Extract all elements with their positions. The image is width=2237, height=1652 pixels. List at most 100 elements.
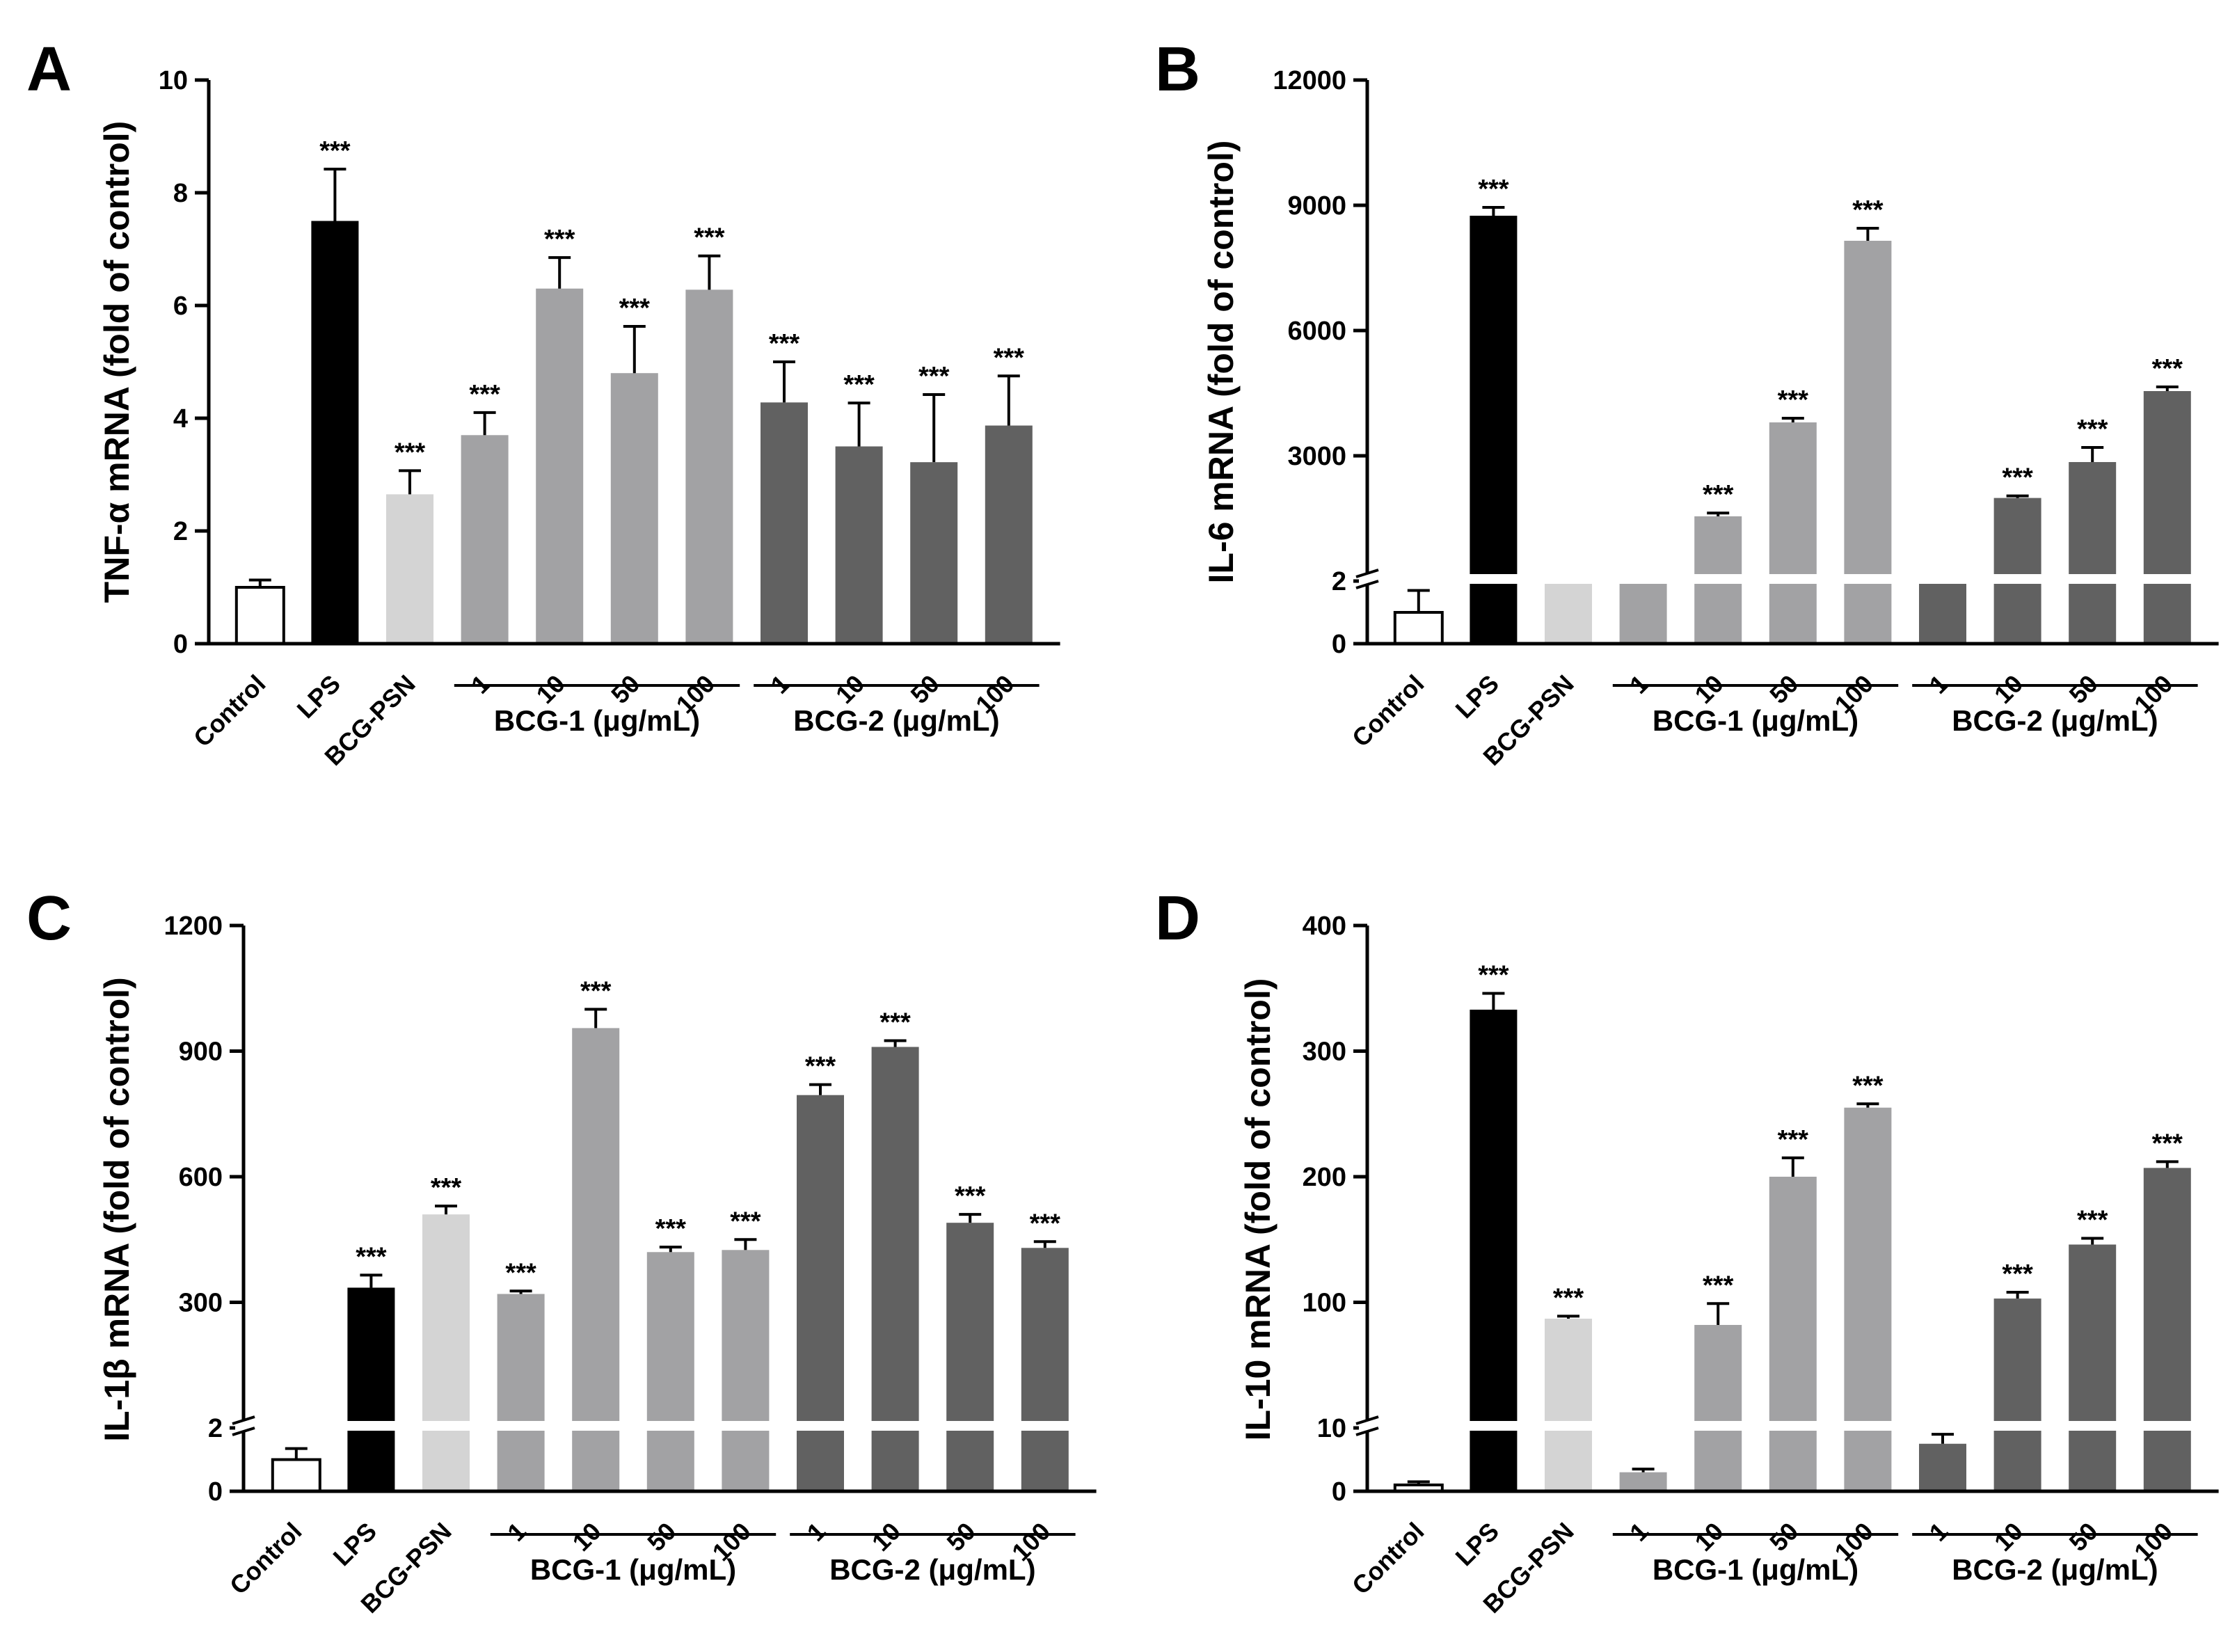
significance-label: *** xyxy=(431,1173,462,1202)
panel-letter: B xyxy=(1155,35,1200,104)
y-tick-label: 0 xyxy=(1332,1477,1346,1507)
bar xyxy=(422,1214,470,1491)
significance-label: *** xyxy=(694,223,725,253)
axis-break-mark xyxy=(1355,580,1379,589)
axis-break-mark xyxy=(1355,1415,1379,1425)
x-tick-label: 10 xyxy=(830,669,870,709)
axis-break-band xyxy=(1371,574,2222,584)
x-tick-label: LPS xyxy=(292,669,346,724)
significance-label: *** xyxy=(730,1207,761,1236)
significance-label: *** xyxy=(356,1242,387,1271)
bar xyxy=(1470,216,1518,644)
bar xyxy=(685,289,733,644)
group-label-bcg1: BCG-1 (μg/mL) xyxy=(494,704,700,737)
bar xyxy=(1993,498,2041,644)
bar xyxy=(271,1458,321,1493)
y-tick-label: 6 xyxy=(173,292,188,321)
x-tick-label: 50 xyxy=(605,669,645,709)
significance-label: *** xyxy=(1703,1271,1734,1300)
bar xyxy=(910,462,958,644)
significance-label: *** xyxy=(1778,386,1809,415)
x-tick-label: 50 xyxy=(2064,1517,2103,1557)
bar xyxy=(1769,422,1817,644)
x-tick-label: 10 xyxy=(1989,1517,2028,1557)
x-tick-label: 50 xyxy=(2064,669,2103,709)
x-tick-label: Control xyxy=(1346,669,1429,752)
group-label-bcg2: BCG-2 (μg/mL) xyxy=(1952,704,2158,737)
y-tick-label: 300 xyxy=(1303,1038,1346,1067)
group-label-bcg1: BCG-1 (μg/mL) xyxy=(1653,1553,1858,1586)
bar xyxy=(386,494,433,644)
y-tick-label: 6000 xyxy=(1287,317,1346,346)
bar xyxy=(1619,1472,1667,1491)
panel-b: B 0 2 3000 6000 9000 12000 IL-6 mRNA (fold of c… xyxy=(1155,35,2222,771)
bar xyxy=(1619,580,1667,644)
axis-break-band xyxy=(247,1421,1100,1431)
y-tick-label: 0 xyxy=(173,630,188,659)
significance-label: *** xyxy=(1478,175,1509,204)
bar xyxy=(311,221,359,644)
panel-c: C 0 2 300 600 900 1200 IL-1β mRNA (fold of cont… xyxy=(26,884,1100,1619)
bar xyxy=(1769,1177,1817,1491)
bar xyxy=(234,586,285,645)
significance-label: *** xyxy=(1553,1283,1584,1312)
y-tick-label: 10 xyxy=(1317,1414,1346,1443)
bar xyxy=(1021,1248,1069,1491)
significance-label: *** xyxy=(2152,354,2183,383)
y-tick-label: 12000 xyxy=(1273,66,1346,95)
x-tick-label: 50 xyxy=(941,1517,981,1557)
significance-label: *** xyxy=(469,380,500,409)
bar xyxy=(1470,1009,1518,1491)
y-axis-label: TNF-α mRNA (fold of control) xyxy=(97,121,136,603)
significance-label: *** xyxy=(805,1052,836,1081)
x-tick-label: Control xyxy=(224,1517,307,1600)
x-tick-label: 10 xyxy=(1989,669,2028,709)
y-tick-label: 2 xyxy=(173,517,188,546)
panel-letter: C xyxy=(26,884,72,953)
bar xyxy=(646,1252,694,1491)
panel-letter: A xyxy=(26,35,72,104)
y-tick-label: 300 xyxy=(179,1289,223,1318)
group-label-bcg2: BCG-2 (μg/mL) xyxy=(793,704,999,737)
bar xyxy=(2143,391,2191,644)
x-tick-label: 50 xyxy=(1764,1517,1804,1557)
y-tick-label: 2 xyxy=(1332,567,1346,596)
group-label-bcg1: BCG-1 (μg/mL) xyxy=(1653,704,1858,737)
bar xyxy=(2069,462,2117,644)
significance-label: *** xyxy=(2152,1129,2183,1158)
bar xyxy=(1393,611,1444,645)
x-tick-label: LPS xyxy=(1450,1517,1504,1571)
bar xyxy=(1919,580,1966,644)
bar xyxy=(347,1287,395,1491)
bar xyxy=(761,402,808,644)
significance-label: *** xyxy=(544,225,575,254)
axis-break-mark xyxy=(1355,569,1379,578)
bar xyxy=(871,1047,919,1491)
y-tick-label: 0 xyxy=(1332,630,1346,659)
bar xyxy=(2143,1168,2191,1491)
bar xyxy=(497,1294,545,1491)
group-label-bcg2: BCG-2 (μg/mL) xyxy=(1952,1553,2158,1586)
significance-label: *** xyxy=(395,438,426,467)
x-tick-label: 1 xyxy=(1624,1517,1654,1547)
y-tick-label: 4 xyxy=(173,404,188,434)
y-tick-label: 600 xyxy=(179,1163,223,1192)
significance-label: *** xyxy=(918,362,950,391)
significance-label: *** xyxy=(1703,480,1734,509)
bar xyxy=(572,1028,620,1491)
significance-label: *** xyxy=(1478,960,1509,990)
significance-label: *** xyxy=(879,1008,911,1037)
bar xyxy=(1844,1107,1892,1491)
bar xyxy=(1545,1318,1592,1491)
axis-break-gap xyxy=(1359,1421,1376,1431)
x-tick-label: 50 xyxy=(905,669,945,709)
axis-break-gap xyxy=(1359,574,1376,584)
panel-d: D 0 10 100 200 300 400 IL-10 mRNA (fold of cont… xyxy=(1155,884,2222,1619)
y-tick-label: 0 xyxy=(208,1477,223,1507)
panel-a: A 0 2 4 6 8 10 TNF-α mRNA (fold of control) Cont… xyxy=(26,35,1060,771)
x-tick-label: 10 xyxy=(567,1517,607,1557)
axis-break-gap xyxy=(235,1421,252,1431)
significance-label: *** xyxy=(2077,415,2108,444)
significance-label: *** xyxy=(1778,1125,1809,1154)
